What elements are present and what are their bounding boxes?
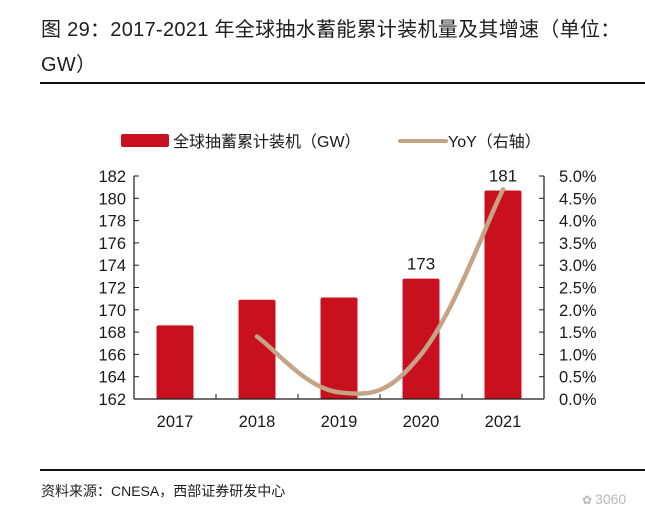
watermark-text: 3060: [595, 491, 627, 507]
right-tick-label: 3.5%: [559, 235, 597, 253]
x-tick-label: 2018: [239, 413, 276, 431]
left-tick-label: 162: [98, 391, 126, 409]
axes: 162 164 166 168 170 172 174 176 178 180 182 0.0% 0.5…: [98, 168, 596, 431]
left-tick-label: 180: [98, 190, 126, 208]
x-tick-label: 2017: [157, 413, 194, 431]
left-tick-label: 174: [98, 257, 126, 275]
yoy-line: [254, 187, 506, 396]
bar-2020: [402, 278, 440, 399]
right-tick-label: 3.0%: [559, 257, 597, 275]
left-tick-label: 178: [98, 213, 126, 231]
x-tick-label: 2020: [403, 413, 440, 431]
watermark: ✿ 3060: [582, 491, 626, 507]
left-tick-label: 168: [98, 324, 126, 342]
legend-swatch-bar: [121, 134, 169, 147]
x-tick-label: 2021: [485, 413, 522, 431]
right-tick-label: 2.5%: [559, 280, 597, 298]
right-tick-label: 4.5%: [559, 190, 597, 208]
legend-label-bar: 全球抽蓄累计装机（GW）: [173, 133, 361, 151]
data-label-2020: 173: [407, 255, 435, 274]
bottom-divider: [40, 469, 645, 471]
left-tick-label: 166: [98, 346, 126, 364]
left-tick-label: 172: [98, 280, 126, 298]
bar-2021: [484, 190, 522, 399]
right-tick-label: 1.0%: [559, 346, 597, 364]
right-tick-label: 4.0%: [559, 213, 597, 231]
wechat-icon: ✿: [582, 493, 593, 507]
legend-label-line: YoY（右轴）: [448, 133, 541, 151]
yoy-line-layer: [254, 187, 506, 396]
bar-2019: [320, 297, 358, 399]
right-tick-label: 2.0%: [559, 302, 597, 320]
right-tick-label: 0.0%: [559, 391, 597, 409]
left-tick-label: 176: [98, 235, 126, 253]
top-divider: [40, 82, 645, 84]
data-label-2021: 181: [489, 166, 517, 185]
right-tick-label: 1.5%: [559, 324, 597, 342]
left-tick-label: 182: [98, 168, 126, 186]
left-tick-label: 170: [98, 302, 126, 320]
legend: 全球抽蓄累计装机（GW） YoY（右轴）: [121, 133, 541, 151]
bar-2018: [238, 299, 276, 399]
x-tick-label: 2019: [321, 413, 358, 431]
right-tick-label: 0.5%: [559, 369, 597, 387]
left-tick-label: 164: [98, 369, 126, 387]
bar-2017: [156, 325, 194, 399]
right-tick-label: 5.0%: [559, 168, 597, 186]
data-labels: 173 181: [407, 166, 517, 273]
chart: 全球抽蓄累计装机（GW） YoY（右轴） 162 164 166 168 170 172 17…: [98, 133, 596, 431]
bars: [156, 190, 522, 399]
chart-title: 图 29：2017-2021 年全球抽水蓄能累计装机量及其增速（单位：GW）: [41, 19, 621, 76]
source-note: 资料来源：CNESA，西部证券研发中心: [41, 483, 286, 499]
